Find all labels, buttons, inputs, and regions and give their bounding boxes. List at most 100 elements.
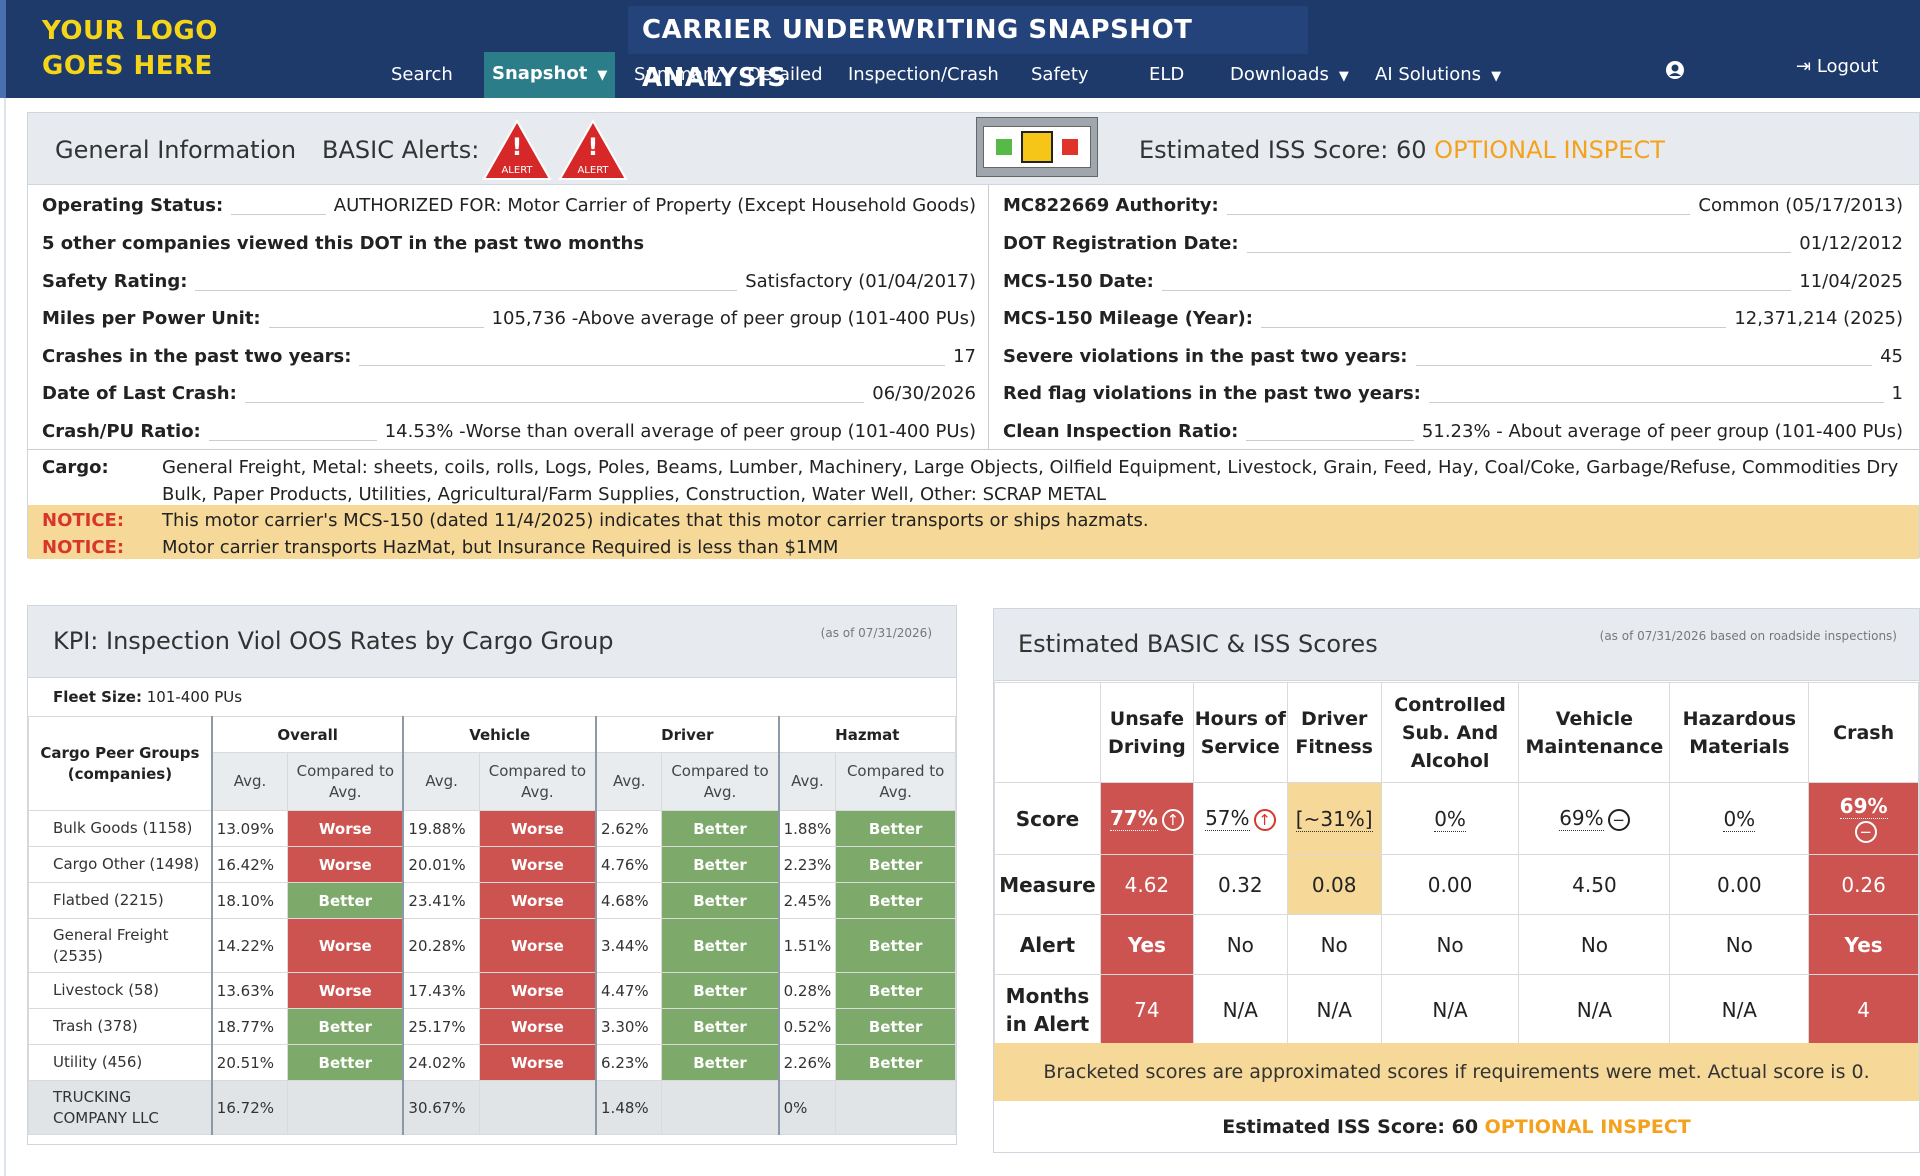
kv-key: DOT Registration Date: bbox=[1003, 233, 1239, 254]
alert-icon[interactable]: ! ALERT bbox=[482, 119, 552, 181]
basic-cell[interactable]: 69% − bbox=[1808, 782, 1919, 855]
nav-summary[interactable]: Summary bbox=[634, 64, 721, 85]
notice-label: NOTICE: bbox=[42, 537, 125, 558]
table-row: Bulk Goods (1158) 13.09% Worse 19.88% Worse 2… bbox=[27, 810, 956, 847]
left-edge bbox=[0, 98, 6, 1176]
total-avg: 16.72% bbox=[210, 1080, 289, 1135]
alert-icon[interactable]: ! ALERT bbox=[558, 119, 628, 181]
total-avg: 1.48% bbox=[595, 1080, 663, 1135]
logo-line-1: YOUR LOGO bbox=[42, 16, 218, 46]
iss-estimate: Estimated ISS Score: 60 OPTIONAL INSPECT bbox=[1139, 136, 1665, 164]
mc-authority-row: MC822669 Authority: Common (05/17/2013) bbox=[1003, 187, 1903, 225]
kv-value: AUTHORIZED FOR: Motor Carrier of Propert… bbox=[333, 195, 976, 216]
basic-row: Months in Alert 74 N/A N/A N/A N/A N/A 4 bbox=[994, 974, 1919, 1045]
nav-snapshot[interactable]: Snapshot ▼ bbox=[484, 52, 616, 98]
viewed-companies-row: 5 other companies viewed this DOT in the… bbox=[42, 225, 976, 263]
avg-value: 25.17% bbox=[402, 1008, 480, 1045]
nav-downloads[interactable]: Downloads ▼ bbox=[1230, 58, 1349, 98]
compare-badge: Better bbox=[661, 846, 780, 883]
avg-value: 4.76% bbox=[595, 846, 663, 883]
kv-key: Operating Status: bbox=[42, 195, 224, 216]
basic-cell: No bbox=[1380, 914, 1520, 975]
logo[interactable]: YOUR LOGO GOES HERE bbox=[42, 14, 218, 84]
nav-inspection-crash[interactable]: Inspection/Crash bbox=[848, 64, 999, 85]
user-icon[interactable] bbox=[1665, 60, 1685, 80]
iss-traffic-light-icon bbox=[976, 117, 1098, 177]
logout-button[interactable]: ⇥ Logout bbox=[1796, 56, 1878, 77]
kpi-table: Cargo Peer Groups (companies) Overall Ve… bbox=[27, 716, 956, 1135]
cmp-header: Compared to Avg. bbox=[835, 752, 956, 811]
table-row: Utility (456) 20.51% Better 24.02% Worse 6.23… bbox=[27, 1044, 956, 1081]
table-row: Cargo Other (1498) 16.42% Worse 20.01% Worse… bbox=[27, 846, 956, 883]
notice-text: Motor carrier transports HazMat, but Ins… bbox=[162, 537, 839, 558]
kpi-asof: (as of 07/31/2026) bbox=[820, 626, 932, 640]
crash-pu-ratio-row: Crash/PU Ratio: 14.53% - Worse than overa… bbox=[42, 413, 976, 451]
kpi-title: KPI: Inspection Viol OOS Rates by Cargo … bbox=[53, 627, 614, 655]
cargo-group-name: Bulk Goods (1158) bbox=[27, 810, 213, 847]
basic-col-header: Driver Fitness bbox=[1286, 682, 1382, 783]
compare-badge: Better bbox=[835, 918, 956, 973]
fleet-value: 101-400 PUs bbox=[146, 688, 243, 706]
avg-value: 3.30% bbox=[595, 1008, 663, 1045]
mcs150-mileage-row: MCS-150 Mileage (Year): 12,371,214 (2025) bbox=[1003, 300, 1903, 338]
basic-row-label: Alert bbox=[994, 914, 1101, 975]
nav-ai-solutions[interactable]: AI Solutions ▼ bbox=[1375, 58, 1501, 98]
kv-value: 01/12/2012 bbox=[1799, 233, 1903, 254]
basic-row-label: Months in Alert bbox=[994, 974, 1101, 1045]
basic-cell[interactable]: 77% ↑ bbox=[1099, 782, 1194, 855]
basic-cell[interactable]: 69% − bbox=[1518, 782, 1671, 855]
compare-badge: Better bbox=[835, 1008, 956, 1045]
basic-cell: N/A bbox=[1669, 974, 1810, 1045]
clean-inspection-row: Clean Inspection Ratio: 51.23% - About av… bbox=[1003, 413, 1903, 451]
avg-value: 23.41% bbox=[402, 882, 480, 919]
svg-text:ALERT: ALERT bbox=[501, 165, 533, 176]
compare-badge: Worse bbox=[287, 810, 404, 847]
basic-note: Bracketed scores are approximated scores… bbox=[994, 1043, 1919, 1101]
iss-status: OPTIONAL INSPECT bbox=[1484, 1116, 1691, 1138]
logout-label: Logout bbox=[1816, 56, 1879, 77]
cargo-group-name: Flatbed (2215) bbox=[27, 882, 213, 919]
total-avg: 0% bbox=[777, 1080, 837, 1135]
basic-panel: Estimated BASIC & ISS Scores (as of 07/3… bbox=[993, 608, 1920, 1153]
basic-cell[interactable]: 57% ↑ bbox=[1192, 782, 1288, 855]
nav-safety[interactable]: Safety bbox=[1031, 64, 1089, 85]
compare-badge: Better bbox=[661, 972, 780, 1009]
basic-title: Estimated BASIC & ISS Scores bbox=[1018, 630, 1378, 658]
basic-cell: N/A bbox=[1286, 974, 1382, 1045]
avg-value: 14.22% bbox=[210, 918, 289, 973]
basic-cell[interactable]: [~31%] bbox=[1286, 782, 1382, 855]
compare-badge: Better bbox=[661, 1044, 780, 1081]
basic-cell: 74 bbox=[1099, 974, 1194, 1045]
basic-cell: Yes bbox=[1808, 914, 1919, 975]
basic-row-label: Score bbox=[994, 782, 1101, 855]
nav-detailed[interactable]: Detailed bbox=[747, 64, 823, 85]
group-driver: Driver bbox=[595, 716, 780, 753]
avg-value: 3.44% bbox=[595, 918, 663, 973]
miles-per-unit-row: Miles per Power Unit: 105,736 - Above ave… bbox=[42, 300, 976, 338]
avg-value: 2.62% bbox=[595, 810, 663, 847]
chevron-down-icon: ▼ bbox=[1491, 69, 1502, 84]
table-row: General Freight (2535) 14.22% Worse 20.28% W… bbox=[27, 918, 956, 973]
general-info-title: General Information bbox=[55, 136, 297, 164]
compare-badge: Better bbox=[835, 1044, 956, 1081]
basic-cell: Yes bbox=[1099, 914, 1194, 975]
table-row: Trash (378) 18.77% Better 25.17% Worse 3.30% B… bbox=[27, 1008, 956, 1045]
group-vehicle: Vehicle bbox=[402, 716, 597, 753]
kv-key: 5 other companies viewed this DOT in the… bbox=[42, 233, 645, 254]
basic-asof: (as of 07/31/2026 based on roadside insp… bbox=[1599, 629, 1897, 643]
avg-value: 4.47% bbox=[595, 972, 663, 1009]
basic-cell[interactable]: 0% bbox=[1380, 782, 1520, 855]
cmp-header: Compared to Avg. bbox=[661, 752, 780, 811]
logout-icon: ⇥ bbox=[1796, 56, 1817, 77]
chevron-down-icon: ▼ bbox=[1338, 69, 1349, 84]
basic-cell[interactable]: 0% bbox=[1669, 782, 1810, 855]
nav-eld[interactable]: ELD bbox=[1149, 64, 1185, 85]
nav-downloads-label: Downloads bbox=[1230, 64, 1329, 85]
operating-status-row: Operating Status: AUTHORIZED FOR: Motor C… bbox=[42, 187, 976, 225]
kv-comparison: Worse than overall average of peer group… bbox=[465, 421, 976, 442]
column-divider bbox=[988, 185, 989, 449]
cargo-row: Cargo: General Freight, Metal: sheets, co… bbox=[28, 449, 1919, 505]
nav-search[interactable]: Search bbox=[391, 64, 453, 85]
notices: NOTICE: This motor carrier's MCS-150 (dat… bbox=[28, 505, 1919, 559]
compare-badge: Better bbox=[287, 882, 404, 919]
